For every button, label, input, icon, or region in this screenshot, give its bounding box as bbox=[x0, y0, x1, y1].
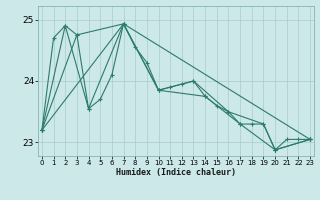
X-axis label: Humidex (Indice chaleur): Humidex (Indice chaleur) bbox=[116, 168, 236, 177]
